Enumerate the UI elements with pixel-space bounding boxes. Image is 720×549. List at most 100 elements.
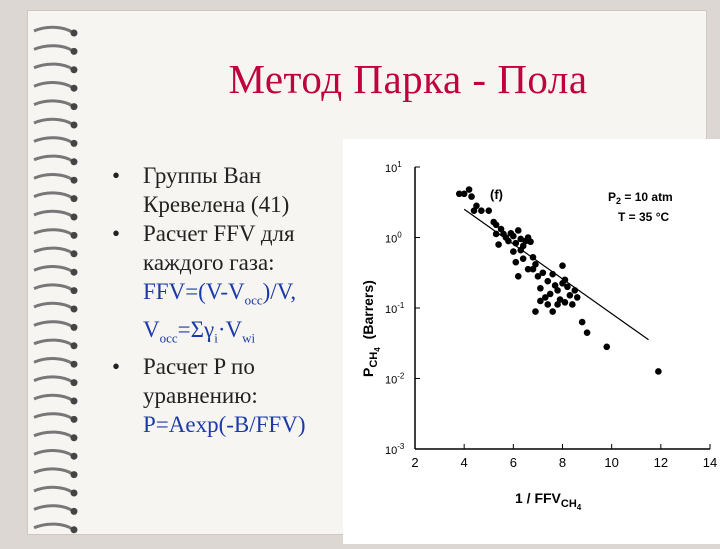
x-tick-label: 14 — [703, 455, 717, 470]
binding-ring — [33, 449, 73, 457]
data-point — [549, 308, 556, 315]
data-point — [524, 265, 532, 273]
x-tick-label: 2 — [411, 455, 418, 470]
binding-hole — [70, 489, 78, 497]
binding-ring — [33, 44, 73, 52]
data-point — [554, 287, 561, 294]
binding-hole — [70, 250, 78, 258]
binding-ring — [33, 301, 73, 310]
data-point — [564, 283, 571, 291]
binding-ring — [33, 522, 73, 531]
data-point — [529, 265, 537, 273]
annotation-sub: 2 — [616, 196, 621, 206]
panel-label: (f) — [490, 187, 503, 202]
x-tick-label: 12 — [654, 455, 668, 470]
binding-hole — [70, 47, 78, 55]
slide-title: Метод Парка - Пола — [228, 56, 588, 102]
binding-hole — [70, 415, 78, 423]
binding-hole — [70, 507, 78, 515]
y-label-subsub: 4 — [373, 347, 382, 352]
data-point — [519, 255, 527, 262]
binding-hole — [70, 139, 78, 147]
fit-line — [463, 208, 649, 341]
y-tick-label: 100 — [385, 231, 402, 246]
x-tick-label: 6 — [510, 455, 517, 470]
binding-hole — [70, 342, 78, 350]
binding-hole — [70, 397, 78, 405]
binding-ring — [33, 504, 73, 512]
bullet-list: • Группы Ван Кревелена (41) • Расчет FFV… — [112, 161, 352, 439]
binding-ring — [33, 62, 73, 71]
data-point — [556, 296, 564, 303]
data-point — [514, 272, 522, 280]
data-point — [559, 262, 566, 269]
data-point — [512, 239, 520, 247]
binding-ring — [33, 412, 73, 420]
data-point — [473, 202, 480, 210]
y-tick-label: 10-1 — [385, 301, 405, 316]
binding-ring — [33, 430, 73, 439]
data-point — [510, 248, 517, 255]
binding-hole — [70, 323, 78, 331]
x-tick-label: 8 — [559, 455, 566, 470]
y-label-sub: CH — [368, 352, 380, 368]
vocc-formula: Vocc=Σγi·Vwi — [143, 315, 352, 353]
data-point — [492, 230, 500, 238]
formula-sub: i — [214, 330, 218, 346]
data-point — [544, 277, 552, 285]
x-tick-label: 10 — [604, 455, 618, 470]
data-point — [546, 290, 554, 298]
binding-ring — [33, 117, 73, 126]
bullet-line: Расчет P по — [143, 354, 255, 380]
data-point — [485, 207, 493, 215]
bullet-item-1: • Группы Ван Кревелена (41) — [112, 161, 352, 219]
binding-hole — [70, 176, 78, 184]
data-point — [537, 284, 544, 292]
binding-hole — [70, 471, 78, 479]
x-axis-label: 1 / FFVCH4 — [515, 490, 582, 512]
data-point — [495, 241, 502, 248]
data-point — [478, 207, 485, 215]
binding-hole — [70, 268, 78, 276]
data-point — [603, 343, 611, 351]
ffv-formula: FFV=(V-Vocc)/V, — [143, 277, 352, 315]
x-label-sub: CH — [561, 498, 577, 510]
data-point — [573, 294, 581, 301]
y-label-rest: (Barrers) — [360, 280, 376, 339]
data-point — [529, 253, 537, 261]
data-point — [465, 186, 473, 193]
data-point — [537, 297, 544, 305]
formula-sub: occ — [244, 292, 263, 308]
data-point — [460, 190, 468, 198]
y-label-part: P — [360, 368, 376, 377]
binding-ring — [33, 265, 73, 273]
binding-ring — [33, 25, 73, 34]
binding-hole — [70, 231, 78, 239]
binding-ring — [33, 173, 73, 181]
data-point — [561, 276, 569, 284]
data-point — [554, 301, 561, 308]
binding-hole — [70, 360, 78, 368]
bullet-line: Расчет FFV для — [143, 221, 295, 246]
formula-part: V — [143, 316, 160, 342]
data-point — [549, 270, 556, 278]
bullet-line: каждого газа: — [143, 250, 275, 275]
bullet-item-2: • Расчет FFV для каждого газа: FFV=(V-Vo… — [112, 219, 352, 352]
data-point — [492, 221, 500, 229]
binding-ring — [33, 81, 73, 89]
chart-panel: (f) P2 = 10 atm T = 35 °C 1 / FFVCH4 PCH… — [343, 139, 720, 544]
data-point — [527, 238, 534, 246]
binding-hole — [70, 452, 78, 460]
binding-hole — [70, 305, 78, 313]
binding-ring — [33, 283, 73, 291]
binding-hole — [70, 121, 78, 129]
data-point — [541, 294, 549, 301]
formula-sub: occ — [159, 330, 178, 346]
x-label-subsub: 4 — [577, 503, 582, 512]
bullet-line: Кревелена (41) — [143, 192, 290, 217]
binding-ring — [33, 99, 73, 107]
data-point — [468, 193, 475, 200]
data-point — [561, 299, 569, 306]
data-point — [532, 308, 539, 315]
binding-hole — [70, 84, 78, 92]
